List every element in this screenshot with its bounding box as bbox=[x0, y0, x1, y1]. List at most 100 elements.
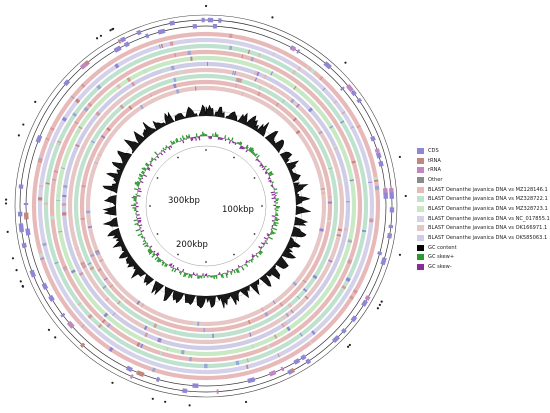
gc-skew-bar bbox=[136, 210, 139, 213]
gc-skew-bar bbox=[266, 168, 270, 171]
gc-skew-bar bbox=[272, 186, 274, 189]
gc-skew-bar bbox=[240, 145, 244, 150]
gc-skew-bar bbox=[224, 135, 227, 139]
gc-skew-bar bbox=[158, 153, 160, 156]
gc-skew-bar bbox=[141, 167, 146, 171]
legend-label-gc-skew-plus: GC skew+ bbox=[428, 254, 455, 261]
gc-skew-track bbox=[131, 131, 281, 280]
blast-hit bbox=[149, 92, 153, 97]
blast-hit bbox=[280, 98, 284, 103]
legend-swatch-trna bbox=[417, 157, 424, 164]
gc-skew-bar bbox=[256, 154, 260, 159]
gc-skew-bar bbox=[198, 275, 200, 279]
legend-item-gc-skew-minus: GC skew- bbox=[417, 262, 549, 272]
inner-scale-tick bbox=[205, 261, 207, 263]
gc-skew-bar bbox=[134, 208, 137, 210]
gc-skew-bar bbox=[227, 137, 230, 140]
feature-arrow bbox=[29, 269, 37, 278]
gc-skew-bar bbox=[133, 219, 138, 222]
gc-skew-bar bbox=[204, 274, 206, 276]
blast-hit bbox=[318, 130, 323, 135]
gc-skew-bar bbox=[144, 244, 148, 248]
legend-swatch-rrna bbox=[417, 167, 424, 174]
blast-hit bbox=[70, 303, 76, 308]
gc-skew-bar bbox=[131, 204, 137, 206]
gc-skew-bar bbox=[270, 191, 275, 194]
gc-skew-bar bbox=[275, 198, 279, 200]
gc-skew-bar bbox=[241, 146, 245, 150]
gc-skew-bar bbox=[138, 224, 143, 227]
gc-skew-bar bbox=[273, 204, 276, 206]
feature-arrow bbox=[340, 86, 345, 91]
gc-skew-bar bbox=[147, 248, 151, 252]
feature-arrow bbox=[290, 367, 296, 374]
blast-hit bbox=[87, 313, 93, 320]
gc-skew-bar bbox=[275, 207, 280, 209]
gc-skew-bar bbox=[174, 267, 176, 269]
blast-hit bbox=[86, 220, 92, 222]
gc-skew-bar bbox=[263, 236, 268, 240]
gc-skew-bar bbox=[197, 136, 199, 139]
gc-skew-bar bbox=[210, 136, 213, 139]
blast-hit bbox=[337, 228, 343, 232]
gc-skew-bar bbox=[275, 209, 279, 212]
gc-skew-bar bbox=[239, 265, 241, 268]
feature-arrow bbox=[350, 89, 357, 97]
feature-arrow bbox=[18, 184, 24, 189]
blast-hit bbox=[136, 300, 141, 305]
gc-skew-bar bbox=[273, 222, 277, 225]
blast-hit bbox=[38, 252, 44, 258]
blast-hit bbox=[350, 126, 355, 129]
blast-hit bbox=[72, 112, 78, 117]
gc-skew-bar bbox=[192, 272, 195, 275]
gc-skew-bar bbox=[169, 145, 173, 149]
feature-arrow bbox=[67, 321, 75, 329]
legend-label-blast-mz328723: BLAST Oenanthe javanica DNA vs MZ328723.… bbox=[428, 205, 548, 212]
blast-hit bbox=[151, 367, 156, 373]
blast-hit bbox=[290, 98, 295, 104]
gc-skew-bar bbox=[241, 266, 245, 271]
blast-hit bbox=[287, 302, 293, 308]
gc-skew-bar bbox=[187, 135, 190, 139]
feature-arrow bbox=[192, 24, 197, 29]
gc-skew-bar bbox=[176, 267, 179, 270]
gc-skew-bar bbox=[190, 274, 193, 279]
outer-dot bbox=[344, 61, 347, 64]
gc-skew-bar bbox=[137, 233, 143, 237]
blast-hit bbox=[180, 70, 183, 75]
legend-item-gc-content: GC content bbox=[417, 243, 549, 253]
gc-skew-bar bbox=[265, 242, 269, 245]
outer-dot bbox=[380, 300, 383, 303]
blast-hit bbox=[198, 37, 201, 43]
gc-skew-bar bbox=[197, 275, 199, 279]
gc-skew-bar bbox=[259, 250, 264, 254]
gc-skew-bar bbox=[228, 140, 232, 144]
blast-ring bbox=[31, 31, 381, 381]
blast-hit bbox=[272, 52, 275, 57]
gc-skew-bar bbox=[136, 206, 139, 208]
gc-skew-bar bbox=[155, 252, 159, 256]
gc-skew-bar bbox=[249, 147, 253, 152]
gc-skew-bar bbox=[165, 145, 168, 148]
gc-skew-bar bbox=[274, 219, 279, 222]
blast-hit bbox=[81, 264, 87, 269]
blast-hit bbox=[77, 302, 82, 307]
blast-hit bbox=[347, 239, 353, 241]
gc-skew-bar bbox=[137, 192, 138, 194]
gc-skew-bar bbox=[149, 163, 153, 167]
blast-hit bbox=[319, 228, 324, 232]
outer-dot bbox=[15, 269, 18, 272]
gc-skew-bar bbox=[134, 182, 140, 186]
gc-skew-bar bbox=[156, 258, 161, 262]
gc-skew-bar bbox=[195, 136, 197, 141]
legend-label-blast-ok585063: BLAST Oenanthe javanica DNA vs OK585063.… bbox=[428, 235, 548, 242]
gc-skew-bar bbox=[161, 259, 164, 262]
blast-hit bbox=[258, 85, 262, 90]
legend-swatch-gc-skew-plus bbox=[417, 254, 424, 261]
legend-swatch-blast-mz128146 bbox=[417, 186, 424, 193]
gc-skew-bar bbox=[209, 275, 211, 278]
blast-hit bbox=[197, 321, 200, 326]
blast-hit bbox=[243, 358, 247, 364]
blast-hit bbox=[62, 265, 68, 270]
inner-scale-tick bbox=[253, 177, 256, 179]
